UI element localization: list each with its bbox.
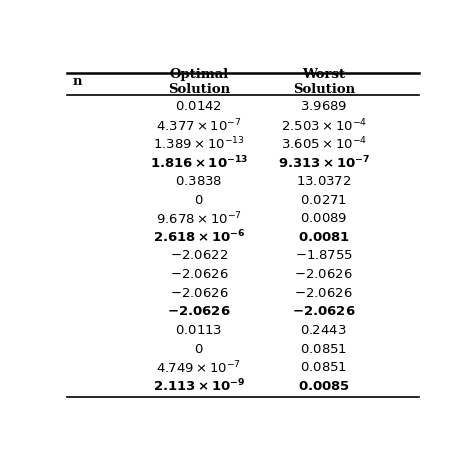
- Text: $\mathbf{1.816 \times 10^{-13}}$: $\mathbf{1.816 \times 10^{-13}}$: [150, 155, 248, 171]
- Text: n: n: [73, 75, 82, 88]
- Text: $3.605 \times 10^{-4}$: $3.605 \times 10^{-4}$: [281, 136, 367, 153]
- Text: $\mathbf{-2.0626}$: $\mathbf{-2.0626}$: [167, 305, 231, 319]
- Text: $13.0372$: $13.0372$: [296, 175, 352, 188]
- Text: $0.0271$: $0.0271$: [300, 193, 347, 207]
- Text: Worst
Solution: Worst Solution: [292, 68, 355, 96]
- Text: $0.0142$: $0.0142$: [175, 100, 222, 113]
- Text: $-2.0626$: $-2.0626$: [294, 287, 353, 300]
- Text: Optimal
Solution: Optimal Solution: [168, 68, 230, 96]
- Text: $0$: $0$: [194, 343, 204, 356]
- Text: $\mathbf{-2.0626}$: $\mathbf{-2.0626}$: [292, 305, 356, 319]
- Text: $\mathbf{2.618 \times 10^{-6}}$: $\mathbf{2.618 \times 10^{-6}}$: [153, 229, 245, 246]
- Text: $\mathbf{0.0081}$: $\mathbf{0.0081}$: [298, 231, 350, 244]
- Text: $0.0851$: $0.0851$: [300, 343, 347, 356]
- Text: $9.678 \times 10^{-7}$: $9.678 \times 10^{-7}$: [156, 210, 242, 227]
- Text: $0.2443$: $0.2443$: [301, 324, 347, 337]
- Text: $3.9689$: $3.9689$: [300, 100, 347, 113]
- Text: $-2.0622$: $-2.0622$: [170, 249, 228, 263]
- Text: $0.0089$: $0.0089$: [300, 212, 347, 225]
- Text: $0$: $0$: [194, 193, 204, 207]
- Text: $-2.0626$: $-2.0626$: [170, 287, 228, 300]
- Text: $\mathbf{9.313 \times 10^{-7}}$: $\mathbf{9.313 \times 10^{-7}}$: [278, 155, 370, 171]
- Text: $-2.0626$: $-2.0626$: [170, 268, 228, 281]
- Text: $0.0113$: $0.0113$: [175, 324, 222, 337]
- Text: $0.3838$: $0.3838$: [175, 175, 223, 188]
- Text: $2.503 \times 10^{-4}$: $2.503 \times 10^{-4}$: [281, 117, 367, 134]
- Text: $\mathbf{2.113 \times 10^{-9}}$: $\mathbf{2.113 \times 10^{-9}}$: [153, 378, 245, 395]
- Text: $0.0851$: $0.0851$: [300, 361, 347, 374]
- Text: $1.389 \times 10^{-13}$: $1.389 \times 10^{-13}$: [153, 136, 245, 153]
- Text: $-2.0626$: $-2.0626$: [294, 268, 353, 281]
- Text: $4.377 \times 10^{-7}$: $4.377 \times 10^{-7}$: [156, 117, 242, 134]
- Text: $\mathbf{0.0085}$: $\mathbf{0.0085}$: [298, 380, 350, 393]
- Text: $-1.8755$: $-1.8755$: [295, 249, 353, 263]
- Text: $4.749 \times 10^{-7}$: $4.749 \times 10^{-7}$: [156, 359, 241, 376]
